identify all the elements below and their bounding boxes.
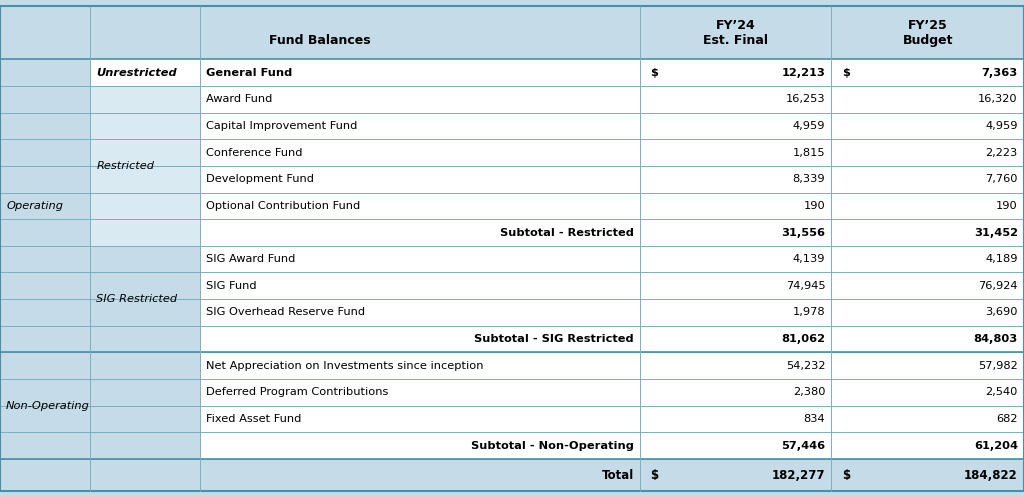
Text: $: $: [651, 68, 664, 78]
Text: $: $: [843, 68, 855, 78]
Bar: [0, 352, 200, 459]
Text: 190: 190: [996, 201, 1018, 211]
Bar: [0, 59, 90, 352]
Text: 4,959: 4,959: [985, 121, 1018, 131]
Text: 61,204: 61,204: [974, 441, 1018, 451]
Bar: [90, 246, 200, 352]
Text: 1,978: 1,978: [793, 308, 825, 318]
Text: $: $: [843, 469, 855, 482]
Bar: [0, 6, 1024, 59]
Text: 182,277: 182,277: [772, 469, 825, 482]
Text: Fund Balances: Fund Balances: [269, 34, 371, 47]
Text: 834: 834: [804, 414, 825, 424]
Text: Optional Contribution Fund: Optional Contribution Fund: [206, 201, 360, 211]
Text: Award Fund: Award Fund: [206, 94, 272, 104]
Text: Subtotal - SIG Restricted: Subtotal - SIG Restricted: [474, 334, 634, 344]
Text: 184,822: 184,822: [965, 469, 1018, 482]
Bar: [200, 59, 1024, 352]
Text: Total: Total: [602, 469, 634, 482]
Text: Subtotal - Non-Operating: Subtotal - Non-Operating: [471, 441, 634, 451]
Text: Subtotal - Restricted: Subtotal - Restricted: [500, 228, 634, 238]
Text: Capital Improvement Fund: Capital Improvement Fund: [206, 121, 357, 131]
Bar: [90, 86, 200, 246]
Text: 8,339: 8,339: [793, 174, 825, 184]
Text: 16,253: 16,253: [785, 94, 825, 104]
Text: 57,446: 57,446: [781, 441, 825, 451]
Text: 2,223: 2,223: [986, 148, 1018, 158]
Text: 190: 190: [804, 201, 825, 211]
Text: 16,320: 16,320: [978, 94, 1018, 104]
Text: SIG Restricted: SIG Restricted: [96, 294, 177, 304]
Text: 76,924: 76,924: [978, 281, 1018, 291]
Text: 31,452: 31,452: [974, 228, 1018, 238]
Text: Net Appreciation on Investments since inception: Net Appreciation on Investments since in…: [206, 361, 483, 371]
Text: 1,815: 1,815: [793, 148, 825, 158]
Text: FY’25
Budget: FY’25 Budget: [902, 18, 953, 47]
Text: FY’24
Est. Final: FY’24 Est. Final: [703, 18, 768, 47]
Text: $: $: [651, 469, 664, 482]
Text: SIG Overhead Reserve Fund: SIG Overhead Reserve Fund: [206, 308, 365, 318]
Text: Conference Fund: Conference Fund: [206, 148, 302, 158]
Text: General Fund: General Fund: [206, 68, 292, 78]
Bar: [0, 459, 1024, 491]
Text: 4,139: 4,139: [793, 254, 825, 264]
Text: 7,760: 7,760: [985, 174, 1018, 184]
Bar: [90, 59, 200, 86]
Text: Deferred Program Contributions: Deferred Program Contributions: [206, 388, 388, 398]
Text: 2,380: 2,380: [793, 388, 825, 398]
Text: 81,062: 81,062: [781, 334, 825, 344]
Text: Non-Operating: Non-Operating: [6, 401, 90, 411]
Text: 54,232: 54,232: [785, 361, 825, 371]
Text: Restricted: Restricted: [96, 161, 155, 171]
Text: 84,803: 84,803: [974, 334, 1018, 344]
Text: SIG Award Fund: SIG Award Fund: [206, 254, 295, 264]
Text: 3,690: 3,690: [985, 308, 1018, 318]
Text: 2,540: 2,540: [985, 388, 1018, 398]
Text: Unrestricted: Unrestricted: [96, 68, 177, 78]
Text: 4,959: 4,959: [793, 121, 825, 131]
Text: SIG Fund: SIG Fund: [206, 281, 256, 291]
Text: 7,363: 7,363: [982, 68, 1018, 78]
Text: 57,982: 57,982: [978, 361, 1018, 371]
Text: 682: 682: [996, 414, 1018, 424]
Text: 31,556: 31,556: [781, 228, 825, 238]
Text: Operating: Operating: [6, 201, 63, 211]
Text: 12,213: 12,213: [781, 68, 825, 78]
Text: Development Fund: Development Fund: [206, 174, 313, 184]
Text: 4,189: 4,189: [985, 254, 1018, 264]
Bar: [200, 352, 1024, 459]
Text: Fixed Asset Fund: Fixed Asset Fund: [206, 414, 301, 424]
Text: 74,945: 74,945: [785, 281, 825, 291]
